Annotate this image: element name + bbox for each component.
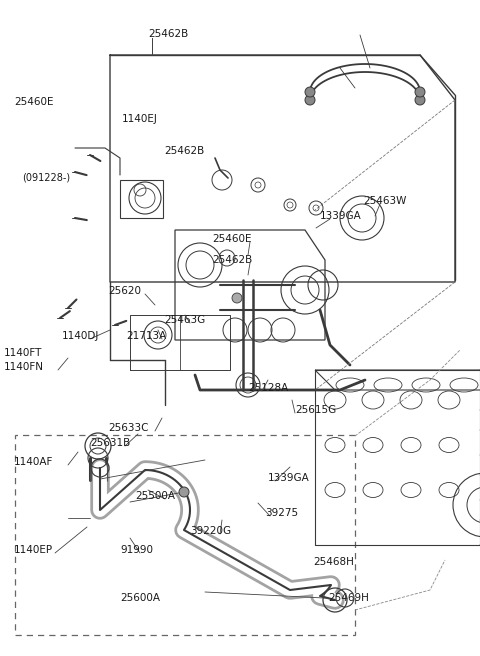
Text: 25615G: 25615G — [295, 405, 336, 415]
Circle shape — [305, 87, 315, 97]
Text: 39220G: 39220G — [190, 526, 231, 536]
Text: 25128A: 25128A — [248, 383, 288, 393]
Text: 25620: 25620 — [108, 286, 141, 296]
Circle shape — [305, 95, 315, 105]
Text: 1140DJ: 1140DJ — [62, 331, 99, 341]
Text: 25462B: 25462B — [148, 29, 188, 39]
Text: 1140FN: 1140FN — [4, 362, 44, 372]
Text: 25469H: 25469H — [328, 593, 369, 603]
Bar — [15, 435, 355, 635]
Text: 25500A: 25500A — [135, 491, 175, 501]
Text: 1339GA: 1339GA — [268, 473, 310, 483]
Text: 1140EP: 1140EP — [14, 545, 53, 555]
Text: 25463G: 25463G — [164, 315, 205, 325]
Text: 1140EJ: 1140EJ — [122, 114, 158, 124]
Text: 25468H: 25468H — [313, 557, 354, 567]
Text: 25462B: 25462B — [164, 146, 204, 156]
Text: (091228-): (091228-) — [22, 173, 70, 183]
Text: 25631B: 25631B — [90, 438, 130, 448]
Text: 25600A: 25600A — [120, 593, 160, 603]
Text: 25633C: 25633C — [108, 423, 148, 433]
Circle shape — [179, 487, 189, 497]
Text: 25462B: 25462B — [212, 255, 252, 265]
Circle shape — [415, 87, 425, 97]
Text: 39275: 39275 — [265, 508, 298, 518]
Circle shape — [232, 293, 242, 303]
Text: 25460E: 25460E — [212, 234, 252, 244]
Text: 21713A: 21713A — [126, 331, 166, 341]
Text: 91990: 91990 — [120, 545, 153, 555]
Text: 1339GA: 1339GA — [320, 211, 362, 221]
Text: 25460E: 25460E — [14, 97, 53, 107]
Circle shape — [415, 95, 425, 105]
Text: 25463W: 25463W — [363, 196, 407, 206]
Text: 1140AF: 1140AF — [14, 457, 53, 467]
Text: 1140FT: 1140FT — [4, 348, 42, 358]
